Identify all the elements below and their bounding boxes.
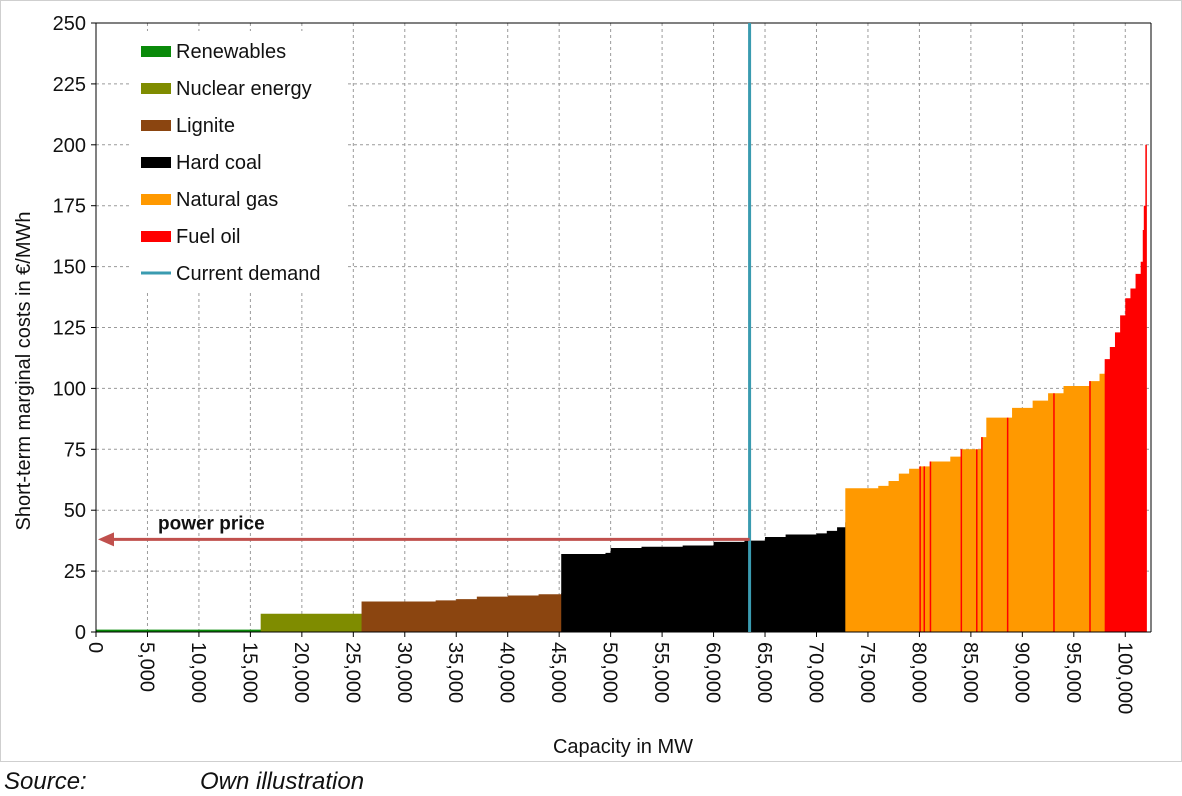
x-tick-label: 95,000 — [1062, 642, 1084, 703]
y-tick-label: 175 — [53, 196, 86, 218]
legend-label: Hard coal — [176, 152, 262, 174]
y-axis-title: Short-term marginal costs in €/MWh — [13, 212, 35, 531]
y-tick-label: 0 — [75, 622, 86, 644]
legend-label: Fuel oil — [176, 226, 240, 248]
x-tick-label: 35,000 — [444, 642, 466, 703]
legend-swatch — [141, 231, 171, 242]
x-tick-label: 50,000 — [599, 642, 621, 703]
axes — [91, 22, 1152, 637]
x-tick-label: 45,000 — [547, 642, 569, 703]
x-axis-title: Capacity in MW — [553, 736, 693, 758]
x-tick-label: 90,000 — [1010, 642, 1032, 703]
plot-series — [96, 144, 1147, 633]
y-tick-label: 75 — [64, 439, 86, 461]
y-tick-label: 25 — [64, 561, 86, 583]
y-tick-label: 50 — [64, 500, 86, 522]
x-tick-label: 10,000 — [187, 642, 209, 703]
legend-label: Renewables — [176, 41, 286, 63]
fuel-oil-spike — [1089, 381, 1091, 632]
legend: Renewables Nuclear energy Lignite Hard coal… — [131, 31, 346, 293]
source-label: Source: — [4, 768, 87, 795]
x-tick-label: 80,000 — [907, 642, 929, 703]
source-text: Own illustration — [200, 768, 365, 795]
power-price-label: power price — [158, 513, 265, 534]
x-tick-label: 65,000 — [753, 642, 775, 703]
series-natural-gas — [845, 371, 1107, 632]
legend-swatch — [141, 83, 171, 94]
legend-swatch — [141, 271, 171, 275]
x-tick-label: 100,000 — [1113, 642, 1135, 714]
x-tick-label: 30,000 — [393, 642, 415, 703]
legend-swatch — [141, 194, 171, 205]
x-tick-label: 75,000 — [856, 642, 878, 703]
x-tick-label: 5,000 — [135, 642, 157, 692]
fuel-oil-spike — [960, 449, 963, 632]
legend-swatch — [141, 46, 171, 57]
series-nuclear-energy — [260, 613, 364, 632]
fuel-oil-spike — [929, 461, 932, 632]
fuel-oil-spike — [1053, 393, 1055, 632]
x-tick-label: 0 — [84, 642, 106, 653]
power-price-annotation: power price — [98, 513, 750, 547]
series-fuel-oil — [1104, 144, 1147, 633]
source-note: Source: Own illustration — [4, 768, 364, 796]
x-tick-label: 55,000 — [650, 642, 672, 703]
series-renewables — [96, 629, 263, 632]
x-tick-labels: 0 5,000 10,000 15,000 20,000 25,000 30,000 35,0… — [84, 642, 1135, 714]
y-tick-labels: 0 25 50 75 100 125 150 175 200 225 250 — [53, 13, 86, 644]
x-tick-label: 15,000 — [238, 642, 260, 703]
fuel-oil-spike — [923, 466, 926, 632]
legend-label: Lignite — [176, 115, 235, 137]
legend-label: Current demand — [176, 263, 321, 285]
y-tick-label: 150 — [53, 257, 86, 279]
x-tick-label: 70,000 — [804, 642, 826, 703]
legend-swatch — [141, 157, 171, 168]
fuel-oil-spike — [981, 437, 983, 632]
legend-swatch — [141, 120, 171, 131]
fuel-oil-spike — [976, 449, 978, 632]
y-tick-label: 250 — [53, 13, 86, 35]
x-tick-label: 85,000 — [959, 642, 981, 703]
series-lignite — [361, 593, 563, 632]
series-hard-coal — [561, 522, 847, 632]
chart-frame: 0 25 50 75 100 125 150 175 200 225 250 0 5,000 10,00… — [0, 0, 1182, 762]
y-tick-label: 100 — [53, 378, 86, 400]
y-tick-label: 200 — [53, 135, 86, 157]
x-tick-label: 40,000 — [496, 642, 518, 703]
y-tick-label: 125 — [53, 318, 86, 340]
x-tick-label: 20,000 — [290, 642, 312, 703]
legend-label: Nuclear energy — [176, 78, 312, 100]
fuel-oil-spike — [919, 466, 921, 632]
x-tick-label: 25,000 — [341, 642, 363, 703]
merit-order-chart: 0 25 50 75 100 125 150 175 200 225 250 0 5,000 10,00… — [13, 13, 1152, 758]
legend-label: Natural gas — [176, 189, 278, 211]
fuel-oil-spike — [1006, 417, 1009, 632]
y-tick-label: 225 — [53, 74, 86, 96]
x-tick-label: 60,000 — [702, 642, 724, 703]
power-price-arrowhead — [98, 532, 114, 547]
